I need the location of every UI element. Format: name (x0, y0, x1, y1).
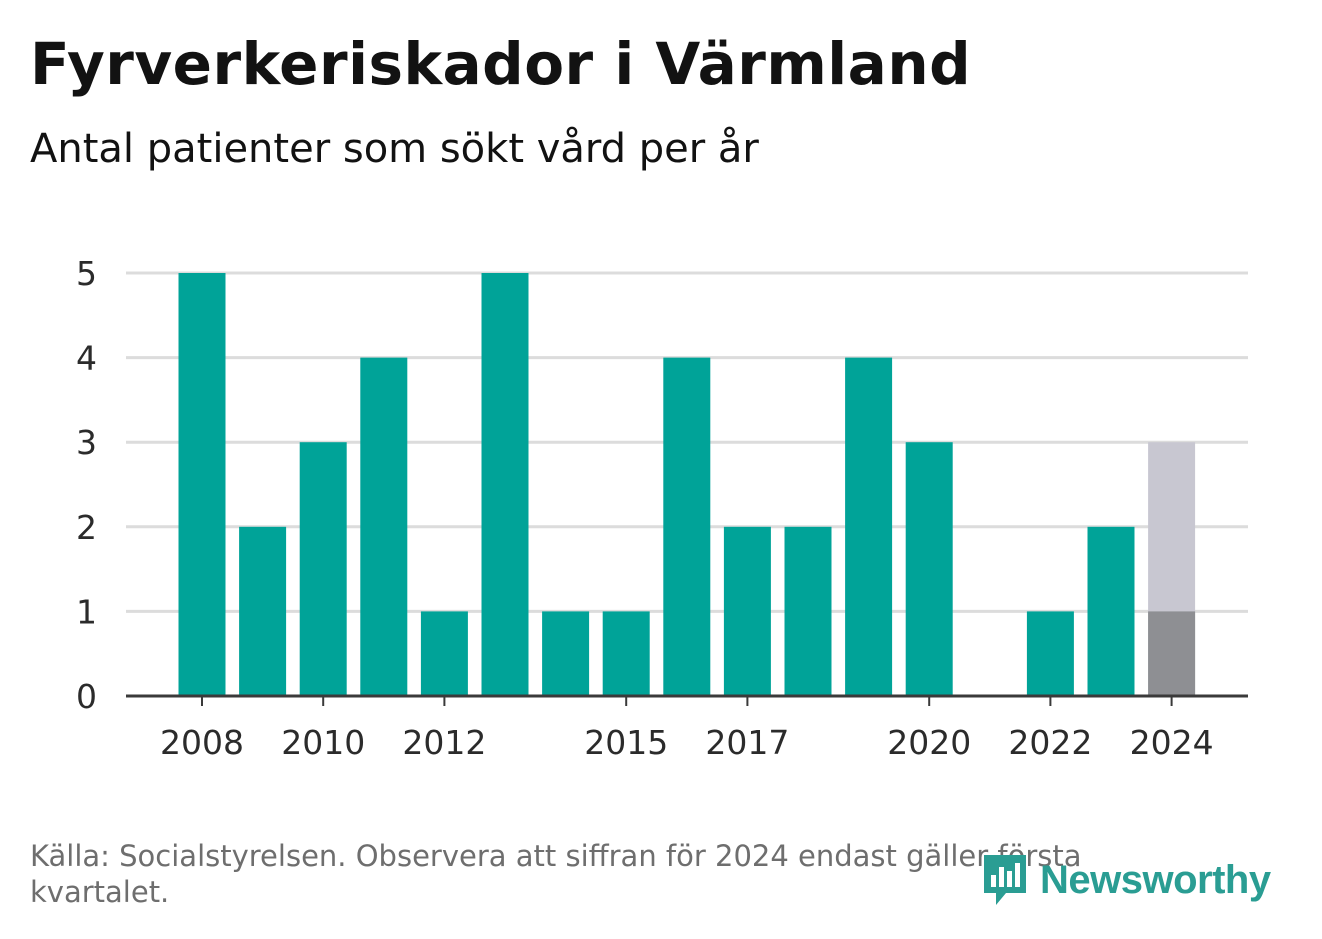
x-tick-label: 2022 (1008, 723, 1092, 762)
chart-title: Fyrverkeriskador i Värmland (30, 30, 972, 98)
bar (1087, 526, 1135, 696)
bar (420, 611, 468, 696)
x-tick-label: 2008 (160, 723, 244, 762)
y-tick-label: 0 (76, 677, 97, 716)
bar (663, 357, 711, 696)
y-tick-label: 4 (76, 339, 97, 378)
bar (905, 442, 953, 696)
bar-partial-year (1148, 611, 1196, 696)
x-tick-label: 2010 (281, 723, 365, 762)
newsworthy-logo-icon (984, 855, 1026, 905)
bar (299, 442, 347, 696)
bar (1026, 611, 1074, 696)
y-tick-label: 5 (76, 254, 97, 293)
bar (481, 273, 529, 696)
bar (542, 611, 590, 696)
y-tick-label: 1 (76, 592, 97, 631)
x-tick-label: 2015 (584, 723, 668, 762)
bar (360, 357, 408, 696)
bar (239, 526, 287, 696)
source-note: Källa: Socialstyrelsen. Observera att si… (30, 839, 1082, 909)
x-tick-label: 2020 (887, 723, 971, 762)
chart-subtitle: Antal patienter som sökt vård per år (30, 126, 759, 172)
bar (178, 273, 226, 696)
brand-name: Newsworthy (1040, 857, 1271, 902)
bar (723, 526, 771, 696)
x-tick-label: 2024 (1130, 723, 1214, 762)
brand-logo: Newsworthy (980, 851, 1271, 909)
x-tick-label: 2012 (402, 723, 486, 762)
bar (602, 611, 650, 696)
bar (845, 357, 893, 696)
x-tick-label: 2017 (705, 723, 789, 762)
y-tick-label: 3 (76, 423, 97, 462)
bar-chart: 0 1 2 3 4 5 2008 2010 2012 2015 2017 2020 2022 2024 (76, 254, 1248, 762)
bar (784, 526, 832, 696)
y-tick-label: 2 (76, 508, 97, 547)
